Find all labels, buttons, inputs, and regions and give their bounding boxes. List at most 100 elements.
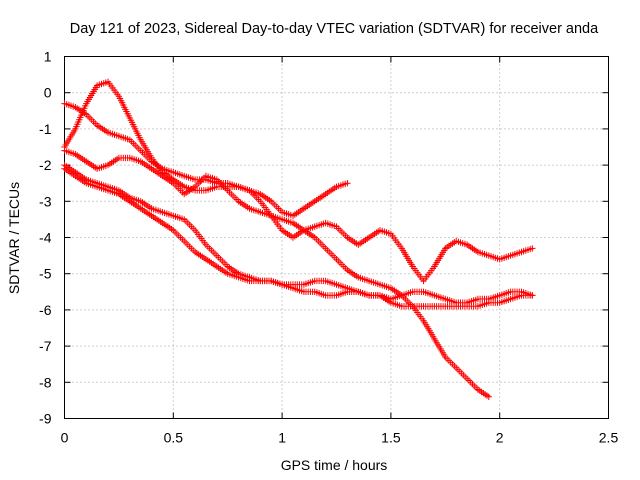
data-point — [444, 305, 447, 308]
data-point — [335, 225, 338, 228]
data-point — [444, 298, 447, 300]
data-point — [292, 236, 294, 239]
data-point — [313, 280, 316, 282]
data-point — [379, 283, 381, 286]
x-tick-label: 2.5 — [599, 430, 619, 446]
x-tick-label: 1.5 — [381, 430, 401, 446]
data-point — [172, 214, 175, 217]
data-point — [357, 276, 360, 279]
data-point — [205, 258, 207, 261]
data-point — [128, 200, 131, 203]
data-point — [357, 291, 360, 293]
y-tick-label: -4 — [39, 230, 52, 246]
x-axis-label: GPS time / hours — [281, 457, 388, 473]
data-point — [85, 113, 88, 116]
data-point — [226, 189, 229, 192]
data-point — [368, 236, 370, 239]
data-point — [259, 193, 262, 195]
data-point — [335, 186, 338, 188]
data-point — [85, 178, 88, 181]
y-tick-label: -5 — [39, 266, 52, 282]
data-point — [303, 291, 305, 293]
data-point — [488, 298, 490, 300]
data-point — [216, 265, 218, 268]
data-point — [205, 175, 207, 177]
y-tick-label: 1 — [44, 49, 52, 65]
data-point — [324, 222, 327, 224]
data-point — [139, 200, 142, 203]
x-tick-label: 0 — [61, 430, 69, 446]
data-point — [194, 229, 196, 232]
data-point — [498, 294, 501, 297]
data-point — [324, 280, 327, 282]
data-point — [63, 149, 66, 152]
y-tick-label: -1 — [39, 121, 52, 137]
data-point — [324, 193, 327, 195]
data-point — [433, 338, 436, 340]
data-point — [150, 207, 153, 210]
data-point — [172, 229, 175, 232]
data-point — [96, 84, 98, 87]
data-point — [422, 280, 425, 282]
y-tick-label: -7 — [39, 338, 52, 354]
data-point — [85, 160, 88, 163]
data-point — [346, 236, 349, 239]
data-point — [248, 207, 251, 210]
data-point — [237, 200, 240, 203]
data-point — [346, 287, 349, 289]
axis-ticks: 0 0.5 1 1.5 2 2.5 1 0 -1 -2 -3 -4 -5 -6 -7 -8 -9 — [39, 49, 618, 446]
data-point — [455, 301, 457, 304]
data-point — [96, 167, 98, 170]
data-point — [85, 182, 88, 184]
data-point — [292, 283, 294, 286]
data-point — [128, 157, 131, 159]
data-point — [466, 305, 468, 308]
data-point — [335, 294, 338, 297]
data-point — [74, 128, 77, 130]
data-point — [74, 175, 77, 177]
data-point — [303, 229, 305, 232]
y-tick-label: -6 — [39, 302, 52, 318]
data-point — [118, 189, 120, 192]
data-point — [74, 106, 77, 108]
data-point — [509, 254, 512, 257]
data-point — [390, 287, 392, 289]
data-point — [498, 301, 501, 304]
data-point — [74, 171, 77, 174]
data-point — [270, 200, 273, 203]
data-point — [400, 294, 403, 297]
data-point — [422, 319, 425, 322]
data-point — [172, 178, 175, 181]
data-point — [303, 207, 305, 210]
data-point — [183, 186, 185, 188]
data-point — [411, 291, 414, 293]
data-point — [411, 265, 414, 268]
data-point — [313, 200, 316, 203]
data-point — [455, 240, 457, 242]
data-point — [531, 294, 534, 297]
data-point — [313, 291, 316, 293]
grid-lines — [64, 56, 609, 419]
data-point — [194, 251, 196, 253]
data-point — [161, 175, 164, 177]
y-tick-label: -8 — [39, 374, 52, 390]
data-point — [509, 298, 512, 300]
data-point — [335, 258, 338, 261]
data-point — [194, 178, 196, 181]
data-point — [270, 280, 273, 282]
data-point — [292, 222, 294, 224]
data-point — [455, 305, 457, 308]
data-point — [422, 305, 425, 308]
data-point — [237, 276, 240, 279]
series-arc-5 — [61, 165, 536, 310]
data-point — [194, 186, 196, 188]
data-point — [205, 243, 207, 246]
data-point — [237, 186, 240, 188]
data-point — [226, 272, 229, 275]
data-point — [107, 189, 109, 192]
data-point — [390, 233, 392, 235]
data-point — [128, 117, 131, 119]
data-point — [107, 81, 109, 83]
chart-title: Day 121 of 2023, Sidereal Day-to-day VTE… — [70, 21, 599, 37]
